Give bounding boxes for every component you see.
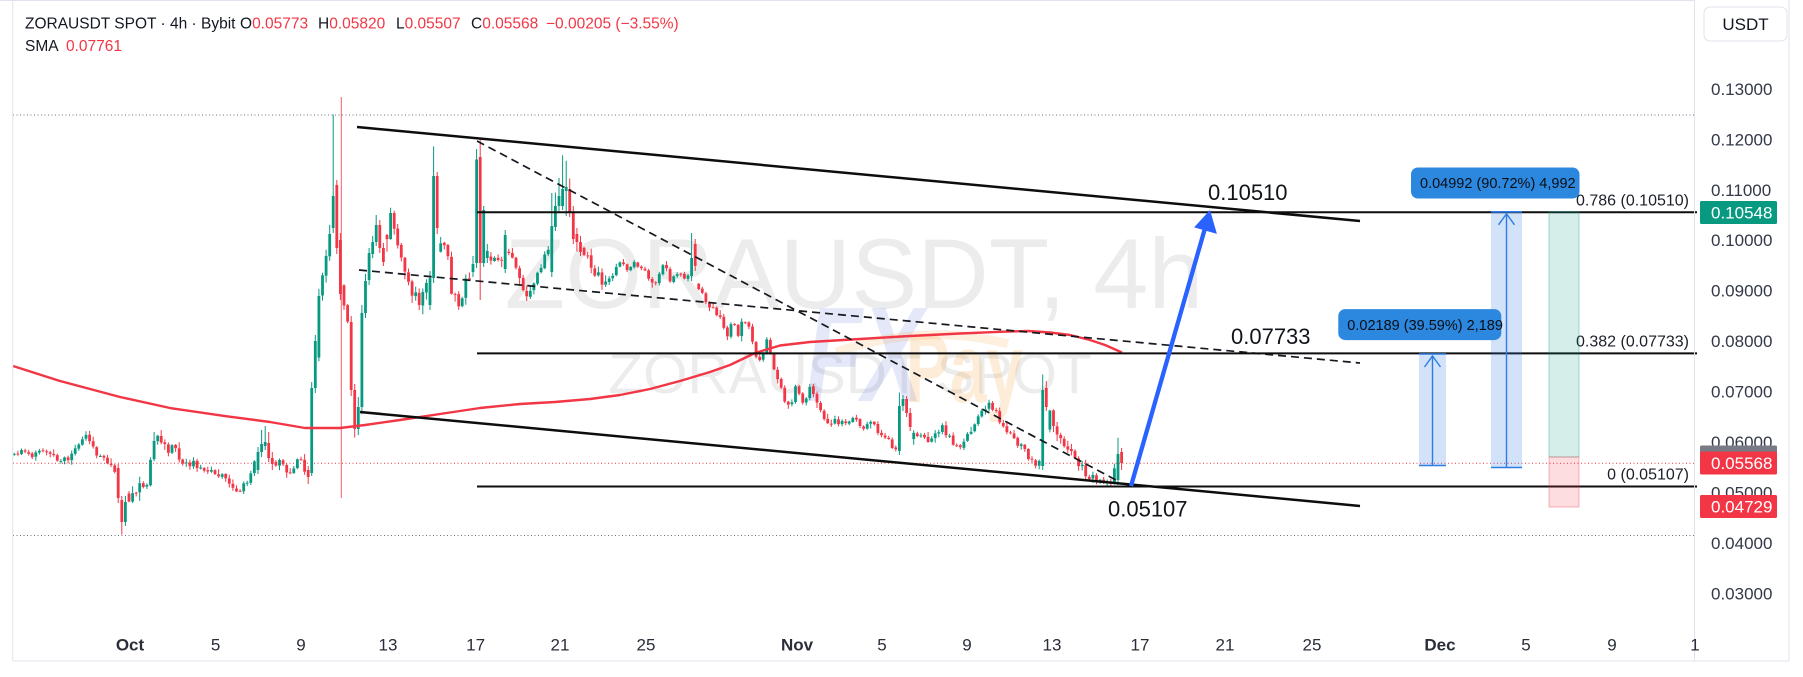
svg-text:21: 21 — [1216, 636, 1235, 655]
svg-text:0.10000: 0.10000 — [1711, 231, 1772, 250]
svg-text:21: 21 — [551, 636, 570, 655]
svg-text:Nov: Nov — [781, 636, 814, 655]
svg-text:0.11000: 0.11000 — [1711, 181, 1771, 200]
svg-text:13: 13 — [379, 636, 398, 655]
svg-text:0.10510: 0.10510 — [1208, 180, 1288, 205]
svg-text:0.02189 (39.59%) 2,189: 0.02189 (39.59%) 2,189 — [1347, 318, 1503, 334]
svg-text:5: 5 — [877, 636, 886, 655]
svg-text:0.05568: 0.05568 — [1711, 454, 1772, 473]
svg-text:5: 5 — [211, 636, 220, 655]
svg-text:0.382 (0.07733): 0.382 (0.07733) — [1576, 334, 1689, 351]
svg-text:0.10548: 0.10548 — [1711, 204, 1772, 223]
svg-text:USDT: USDT — [1722, 15, 1768, 34]
svg-text:0.04000: 0.04000 — [1711, 534, 1772, 553]
svg-text:SMA: SMA — [25, 38, 59, 55]
svg-text:0.786 (0.10510): 0.786 (0.10510) — [1576, 193, 1689, 210]
svg-text:13: 13 — [1043, 636, 1062, 655]
svg-text:Oct: Oct — [116, 636, 145, 655]
svg-text:0.05107: 0.05107 — [1108, 497, 1188, 522]
svg-text:9: 9 — [962, 636, 971, 655]
svg-text:5: 5 — [1521, 636, 1530, 655]
svg-text:0.08000: 0.08000 — [1711, 332, 1772, 351]
svg-text:0.03000: 0.03000 — [1711, 585, 1772, 604]
svg-text:ZORAUSDT, 4h: ZORAUSDT, 4h — [505, 218, 1204, 329]
svg-text:0.04729: 0.04729 — [1711, 498, 1772, 517]
svg-text:0.07000: 0.07000 — [1711, 383, 1772, 402]
svg-text:17: 17 — [1131, 636, 1150, 655]
svg-text:1: 1 — [1690, 636, 1699, 655]
svg-text:0.07733: 0.07733 — [1231, 324, 1311, 349]
svg-text:Dec: Dec — [1424, 636, 1455, 655]
svg-text:25: 25 — [1303, 636, 1322, 655]
svg-text:17: 17 — [466, 636, 485, 655]
svg-text:0.12000: 0.12000 — [1711, 131, 1772, 150]
svg-text:9: 9 — [296, 636, 305, 655]
svg-text:0.07761: 0.07761 — [66, 38, 122, 55]
svg-text:25: 25 — [637, 636, 656, 655]
svg-text:9: 9 — [1607, 636, 1616, 655]
svg-text:0.13000: 0.13000 — [1711, 80, 1772, 99]
svg-text:0.09000: 0.09000 — [1711, 282, 1772, 301]
svg-text:0 (0.05107): 0 (0.05107) — [1607, 467, 1689, 484]
svg-text:0.04992 (90.72%) 4,992: 0.04992 (90.72%) 4,992 — [1420, 176, 1576, 192]
